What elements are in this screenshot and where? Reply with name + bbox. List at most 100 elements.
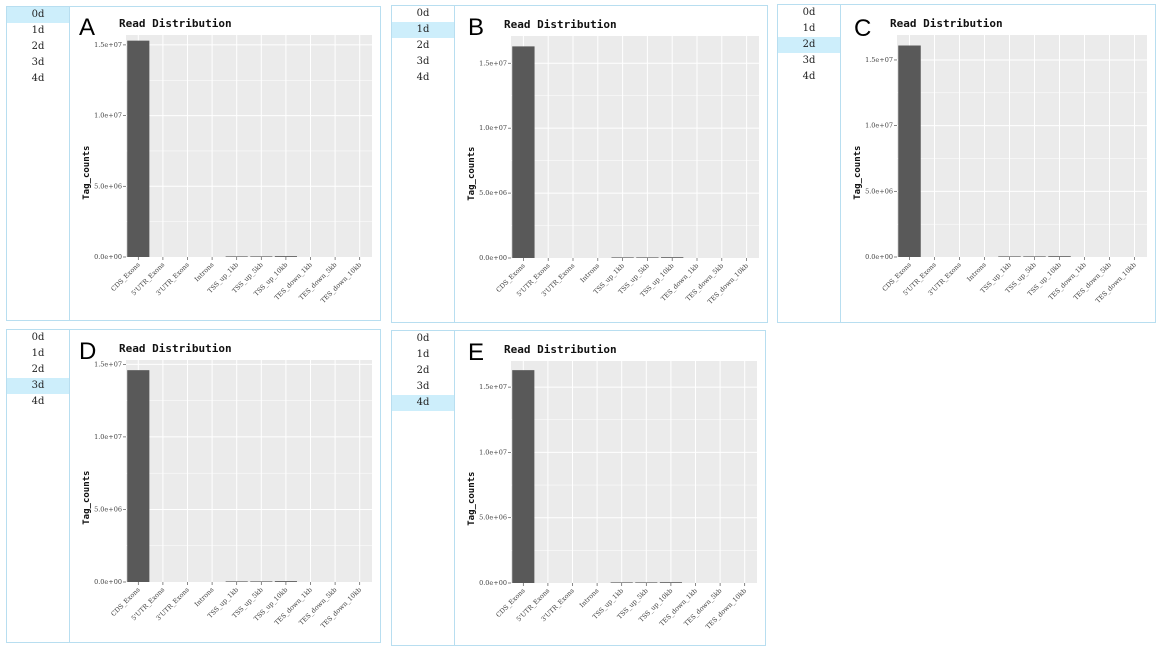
plot-background — [511, 36, 759, 258]
y-tick-label: 1.5e+07 — [479, 383, 507, 391]
sidebar-item-1d[interactable]: 1d — [802, 23, 816, 34]
y-tick-label: 0.0e+00 — [479, 579, 507, 587]
read-distribution-chart: Read Distribution 0.0e+00 5.0e+06 1.0e+07 1.… — [82, 342, 372, 630]
sidebar-item-0d[interactable]: 0d — [7, 7, 69, 23]
chart-title: Read Distribution — [119, 17, 232, 30]
bar-tss-up-10kb — [274, 581, 297, 582]
sidebar-item-3d[interactable]: 3d — [416, 381, 430, 392]
sidebar-item-1d[interactable]: 1d — [31, 348, 45, 359]
sidebar-item-2d[interactable]: 2d — [778, 37, 840, 53]
day-sidebar: 0d 1d 2d 3d 4d — [392, 6, 455, 322]
y-axis-title: Tag_counts — [853, 146, 863, 200]
bar-cds-exons — [512, 46, 535, 259]
plot-background — [897, 35, 1147, 257]
sidebar-item-3d[interactable]: 3d — [416, 56, 430, 67]
sidebar-item-2d[interactable]: 2d — [31, 364, 45, 375]
plot-background — [511, 361, 757, 583]
bar-cds-exons — [127, 370, 150, 582]
bar-tss-up-10kb — [659, 582, 682, 583]
bar-tss-up-1kb — [225, 256, 248, 257]
y-axis-title: Tag_counts — [82, 471, 92, 525]
sidebar-item-4d[interactable]: 4d — [31, 396, 45, 407]
bar-tss-up-5kb — [250, 256, 273, 257]
sidebar-item-4d[interactable]: 4d — [416, 72, 430, 83]
bar-tss-up-1kb — [225, 581, 248, 582]
sidebar-item-0d[interactable]: 0d — [31, 332, 45, 343]
y-tick-label: 1.0e+07 — [479, 124, 507, 132]
y-tick-label: 1.5e+07 — [865, 56, 893, 64]
x-tick-label: Introns — [578, 587, 601, 610]
y-tick-label: 1.0e+07 — [479, 448, 507, 456]
sidebar-item-1d[interactable]: 1d — [392, 22, 454, 38]
day-sidebar: 0d 1d 2d 3d 4d — [7, 330, 70, 642]
x-tick-label: Introns — [193, 261, 216, 284]
day-sidebar: 0d 1d 2d 3d 4d — [392, 331, 455, 645]
x-tick-label: Introns — [579, 262, 602, 285]
bar-tss-up-5kb — [1023, 256, 1046, 257]
x-tick-label: Introns — [193, 586, 216, 609]
bar-tss-up-1kb — [998, 256, 1021, 257]
panel-a: 0d 1d 2d 3d 4d A Read Distribution 0.0e+0… — [6, 6, 381, 321]
bar-cds-exons — [127, 40, 150, 257]
read-distribution-chart: Read Distribution 0.0e+00 5.0e+06 1.0e+07 1.… — [467, 18, 759, 306]
sidebar-item-4d[interactable]: 4d — [31, 73, 45, 84]
sidebar-item-2d[interactable]: 2d — [416, 40, 430, 51]
y-tick-label: 1.5e+07 — [94, 360, 122, 368]
y-tick-label: 0.0e+00 — [479, 254, 507, 262]
y-tick-label: 5.0e+06 — [479, 514, 507, 522]
read-distribution-chart: Read Distribution 0.0e+00 5.0e+06 1.0e+07 1.… — [467, 343, 757, 631]
y-tick-label: 1.5e+07 — [479, 59, 507, 67]
x-tick-label: Introns — [965, 261, 988, 284]
y-tick-label: 5.0e+06 — [479, 189, 507, 197]
read-distribution-chart: Read Distribution 0.0e+00 5.0e+06 1.0e+07 1.… — [82, 17, 372, 305]
chart-title: Read Distribution — [890, 17, 1003, 30]
plot-background — [126, 35, 372, 257]
y-tick-label: 0.0e+00 — [94, 578, 122, 586]
plot-background — [126, 360, 372, 582]
bar-tss-up-10kb — [661, 257, 684, 258]
bar-cds-exons — [898, 45, 921, 257]
chart-title: Read Distribution — [119, 342, 232, 355]
bar-cds-exons — [512, 370, 535, 583]
y-tick-label: 0.0e+00 — [865, 253, 893, 261]
panel-d: 0d 1d 2d 3d 4d D Read Distribution 0.0e+0… — [6, 329, 381, 643]
sidebar-item-1d[interactable]: 1d — [416, 349, 430, 360]
y-axis-title: Tag_counts — [82, 146, 92, 200]
bar-tss-up-10kb — [1048, 256, 1071, 257]
sidebar-item-3d[interactable]: 3d — [31, 57, 45, 68]
y-tick-label: 1.5e+07 — [94, 41, 122, 49]
y-tick-label: 5.0e+06 — [94, 505, 122, 513]
sidebar-item-3d[interactable]: 3d — [802, 55, 816, 66]
sidebar-item-0d[interactable]: 0d — [416, 333, 430, 344]
y-tick-label: 1.0e+07 — [94, 112, 122, 120]
panel-c: 0d 1d 2d 3d 4d C Read Distribution 0.0e+0… — [777, 4, 1156, 323]
bar-tss-up-5kb — [635, 582, 658, 583]
day-sidebar: 0d 1d 2d 3d 4d — [778, 5, 841, 322]
sidebar-item-4d[interactable]: 4d — [802, 71, 816, 82]
y-axis-title: Tag_counts — [467, 472, 477, 526]
sidebar-item-2d[interactable]: 2d — [416, 365, 430, 376]
read-distribution-chart: Read Distribution 0.0e+00 5.0e+06 1.0e+07 1.… — [853, 17, 1147, 305]
sidebar-item-1d[interactable]: 1d — [31, 25, 45, 36]
panel-e: 0d 1d 2d 3d 4d E Read Distribution 0.0e+0… — [391, 330, 766, 646]
chart-title: Read Distribution — [504, 343, 617, 356]
panel-letter: B — [468, 14, 485, 41]
sidebar-item-0d[interactable]: 0d — [416, 8, 430, 19]
panel-b: 0d 1d 2d 3d 4d B Read Distribution 0.0e+0… — [391, 5, 768, 323]
panel-letter: C — [854, 15, 872, 42]
day-sidebar: 0d 1d 2d 3d 4d — [7, 7, 70, 320]
chart-title: Read Distribution — [504, 18, 617, 31]
bar-tss-up-1kb — [611, 257, 634, 258]
bar-tss-up-1kb — [610, 582, 633, 583]
sidebar-item-2d[interactable]: 2d — [31, 41, 45, 52]
panel-letter: A — [79, 14, 96, 41]
sidebar-item-0d[interactable]: 0d — [802, 7, 816, 18]
bar-tss-up-10kb — [274, 256, 297, 257]
sidebar-item-4d[interactable]: 4d — [392, 395, 454, 411]
panel-letter: D — [79, 338, 97, 365]
y-tick-label: 5.0e+06 — [94, 182, 122, 190]
sidebar-item-3d[interactable]: 3d — [7, 378, 69, 394]
y-axis-title: Tag_counts — [467, 147, 477, 201]
y-tick-label: 1.0e+07 — [865, 122, 893, 130]
bar-tss-up-5kb — [636, 257, 659, 258]
